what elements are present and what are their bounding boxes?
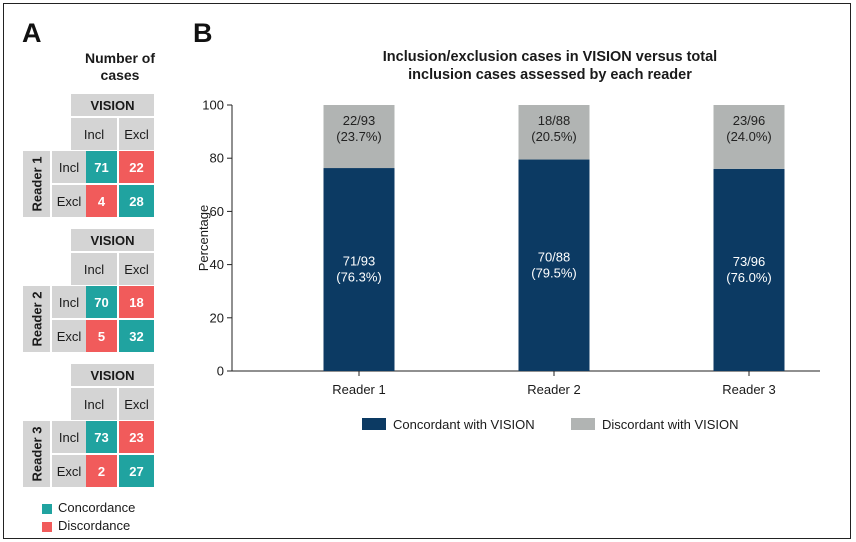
- chart-title-line2: inclusion cases assessed by each reader: [408, 67, 692, 83]
- chart-title: Inclusion/exclusion cases in VISION vers…: [330, 48, 770, 84]
- bar-count-label: 71/93: [343, 254, 376, 269]
- incl-excl-count: 22: [119, 151, 154, 183]
- concordant-bar-segment: [713, 168, 785, 371]
- number-of-cases-line1: Number of: [85, 50, 155, 66]
- concordance-swatch: [42, 504, 52, 514]
- excl-incl-count: 5: [86, 320, 117, 352]
- bar-percent-label: (20.5%): [531, 129, 577, 144]
- number-of-cases-line2: cases: [100, 67, 140, 83]
- excl-incl-count: 2: [86, 455, 117, 487]
- concordant-bar-segment: [518, 159, 590, 371]
- vision-header: VISION: [71, 364, 154, 386]
- vision-excl-col-label: Excl: [119, 388, 154, 420]
- chart-title-line1: Inclusion/exclusion cases in VISION vers…: [382, 49, 718, 65]
- legend-discordant-label: Discordant with VISION: [602, 417, 739, 432]
- incl-excl-count: 18: [119, 286, 154, 318]
- reader-label-3: Reader 3: [23, 421, 50, 487]
- reader-label-2: Reader 2: [23, 286, 50, 352]
- bar-percent-label: (79.5%): [531, 265, 577, 280]
- concordant-bar-segment: [323, 168, 395, 371]
- y-tick-label: 60: [210, 204, 224, 219]
- incl-incl-count: 71: [86, 151, 117, 183]
- y-tick-label: 20: [210, 310, 224, 325]
- legend-concordant-swatch: [362, 418, 386, 430]
- reader-excl-row-label: Excl: [52, 185, 86, 217]
- x-tick-label: Reader 1: [332, 382, 385, 397]
- discordant-bar-segment: [518, 105, 590, 160]
- bar-percent-label: (76.0%): [726, 270, 772, 285]
- vision-incl-col-label: Incl: [71, 388, 117, 420]
- bar-count-label: 70/88: [538, 249, 571, 264]
- x-tick-label: Reader 2: [527, 382, 580, 397]
- discordance-key-label: Discordance: [58, 518, 131, 533]
- vision-header: VISION: [71, 229, 154, 251]
- legend-concordant-label: Concordant with VISION: [393, 417, 535, 432]
- vision-header: VISION: [71, 94, 154, 116]
- reader-label-1: Reader 1: [23, 151, 50, 217]
- reader-incl-row-label: Incl: [52, 421, 86, 453]
- discordance-swatch: [42, 522, 52, 532]
- vision-excl-col-label: Excl: [119, 118, 154, 150]
- y-tick-label: 0: [217, 364, 224, 379]
- excl-excl-count: 27: [119, 455, 154, 487]
- y-tick-label: 100: [202, 98, 224, 113]
- concordance-key-label: Concordance: [58, 500, 136, 515]
- excl-excl-count: 28: [119, 185, 154, 217]
- figure-frame: [3, 3, 851, 539]
- bar-count-label: 22/93: [343, 113, 376, 128]
- vision-incl-col-label: Incl: [71, 253, 117, 285]
- y-tick-label: 40: [210, 257, 224, 272]
- bar-count-label: 18/88: [538, 113, 571, 128]
- discordant-bar-segment: [323, 105, 395, 169]
- bar-count-label: 73/96: [733, 254, 766, 269]
- bar-percent-label: (24.0%): [726, 129, 772, 144]
- vision-excl-col-label: Excl: [119, 253, 154, 285]
- y-tick-label: 80: [210, 151, 224, 166]
- reader-incl-row-label: Incl: [52, 151, 86, 183]
- excl-incl-count: 4: [86, 185, 117, 217]
- legend-discordant-swatch: [571, 418, 595, 430]
- number-of-cases-title: Number of cases: [70, 50, 170, 84]
- incl-incl-count: 70: [86, 286, 117, 318]
- bar-count-label: 23/96: [733, 113, 766, 128]
- y-axis-label: Percentage: [196, 205, 211, 272]
- x-tick-label: Reader 3: [722, 382, 775, 397]
- panel-b-letter: B: [193, 18, 213, 48]
- incl-incl-count: 73: [86, 421, 117, 453]
- discordant-bar-segment: [713, 105, 785, 169]
- reader-incl-row-label: Incl: [52, 286, 86, 318]
- vision-incl-col-label: Incl: [71, 118, 117, 150]
- incl-excl-count: 23: [119, 421, 154, 453]
- panel-a-letter: A: [22, 18, 42, 48]
- excl-excl-count: 32: [119, 320, 154, 352]
- bar-percent-label: (23.7%): [336, 129, 382, 144]
- reader-excl-row-label: Excl: [52, 455, 86, 487]
- reader-excl-row-label: Excl: [52, 320, 86, 352]
- bar-percent-label: (76.3%): [336, 270, 382, 285]
